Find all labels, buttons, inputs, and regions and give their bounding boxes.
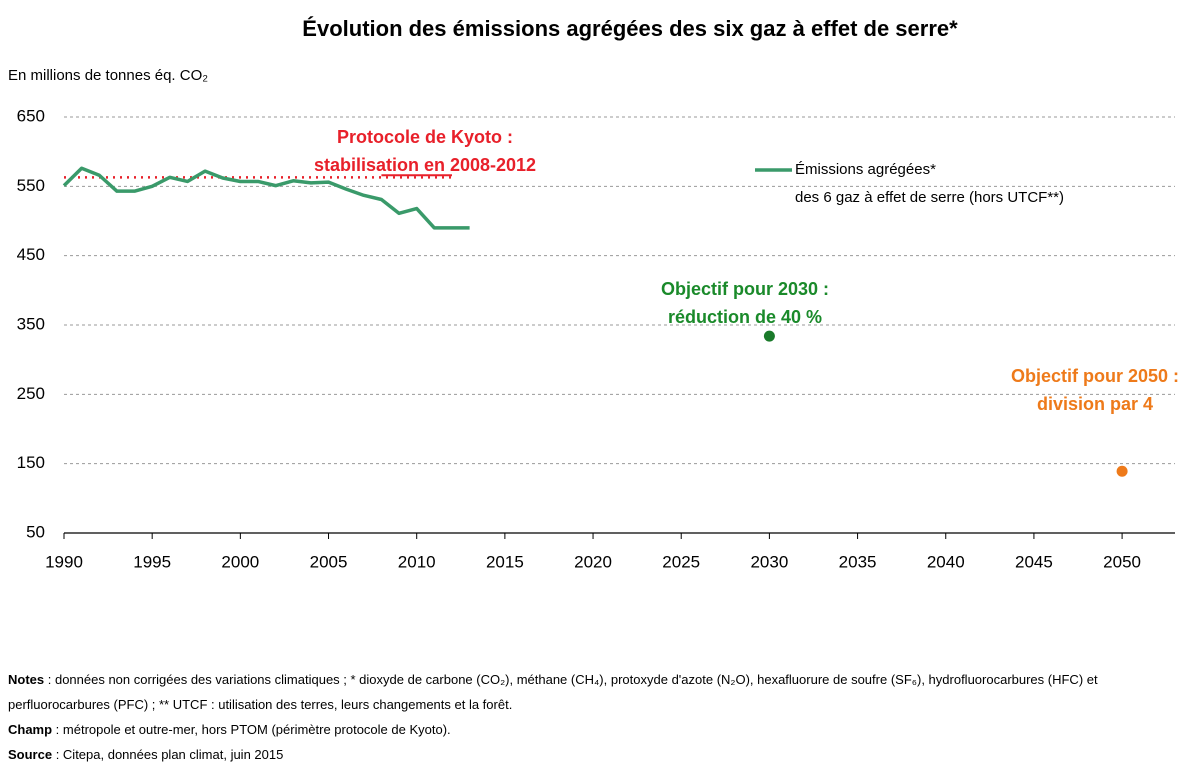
note-label: Source [8, 747, 53, 762]
annotation: Objectif pour 2030 : [661, 279, 829, 299]
note-text: : données non corrigées des variations c… [8, 672, 1098, 712]
annotation: réduction de 40 % [668, 307, 822, 327]
x-tick-label: 1990 [45, 552, 83, 571]
note: Champ : métropole et outre-mer, hors PTO… [8, 717, 1190, 742]
x-tick-label: 2030 [750, 552, 788, 571]
chart-title: Évolution des émissions agrégées des six… [302, 16, 958, 41]
annotation: Objectif pour 2050 : [1011, 366, 1179, 386]
note-text: : Citepa, données plan climat, juin 2015 [52, 747, 284, 762]
note-label: Notes [8, 672, 45, 687]
x-tick-label: 2020 [574, 552, 612, 571]
x-tick-label: 2005 [310, 552, 348, 571]
note-label: Champ [8, 722, 53, 737]
notes: Notes : données non corrigées des variat… [8, 667, 1190, 767]
legend-label: des 6 gaz à effet de serre (hors UTCF**) [795, 189, 1064, 206]
y-tick-label: 650 [17, 106, 45, 125]
y-tick-label: 350 [17, 314, 45, 333]
x-tick-label: 2025 [662, 552, 700, 571]
x-tick-label: 2000 [221, 552, 259, 571]
legend-label: Émissions agrégées* [795, 161, 936, 178]
y-tick-label: 250 [17, 384, 45, 403]
x-tick-label: 1995 [133, 552, 171, 571]
x-tick-label: 2015 [486, 552, 524, 571]
chart: Évolution des émissions agrégées des six… [8, 16, 1179, 572]
y-tick-label: 450 [17, 245, 45, 264]
y-tick-label: 150 [17, 453, 45, 472]
x-tick-label: 2010 [398, 552, 436, 571]
x-tick-label: 2035 [839, 552, 877, 571]
x-tick-label: 2045 [1015, 552, 1053, 571]
annotation: division par 4 [1037, 394, 1153, 414]
note: Notes : données non corrigées des variat… [8, 667, 1190, 717]
note-text: : métropole et outre-mer, hors PTOM (pér… [52, 722, 451, 737]
x-tick-label: 2040 [927, 552, 965, 571]
y-tick-label: 550 [17, 176, 45, 195]
target-point [763, 330, 775, 342]
x-tick-label: 2050 [1103, 552, 1141, 571]
annotation: Protocole de Kyoto : [337, 127, 513, 147]
target-point [1116, 465, 1128, 477]
note: Source : Citepa, données plan climat, ju… [8, 742, 1190, 767]
y-tick-label: 50 [26, 522, 45, 541]
series-line [62, 166, 470, 230]
y-axis-label: En millions de tonnes éq. CO₂ [8, 67, 208, 84]
annotation: stabilisation en 2008-2012 [314, 155, 536, 175]
